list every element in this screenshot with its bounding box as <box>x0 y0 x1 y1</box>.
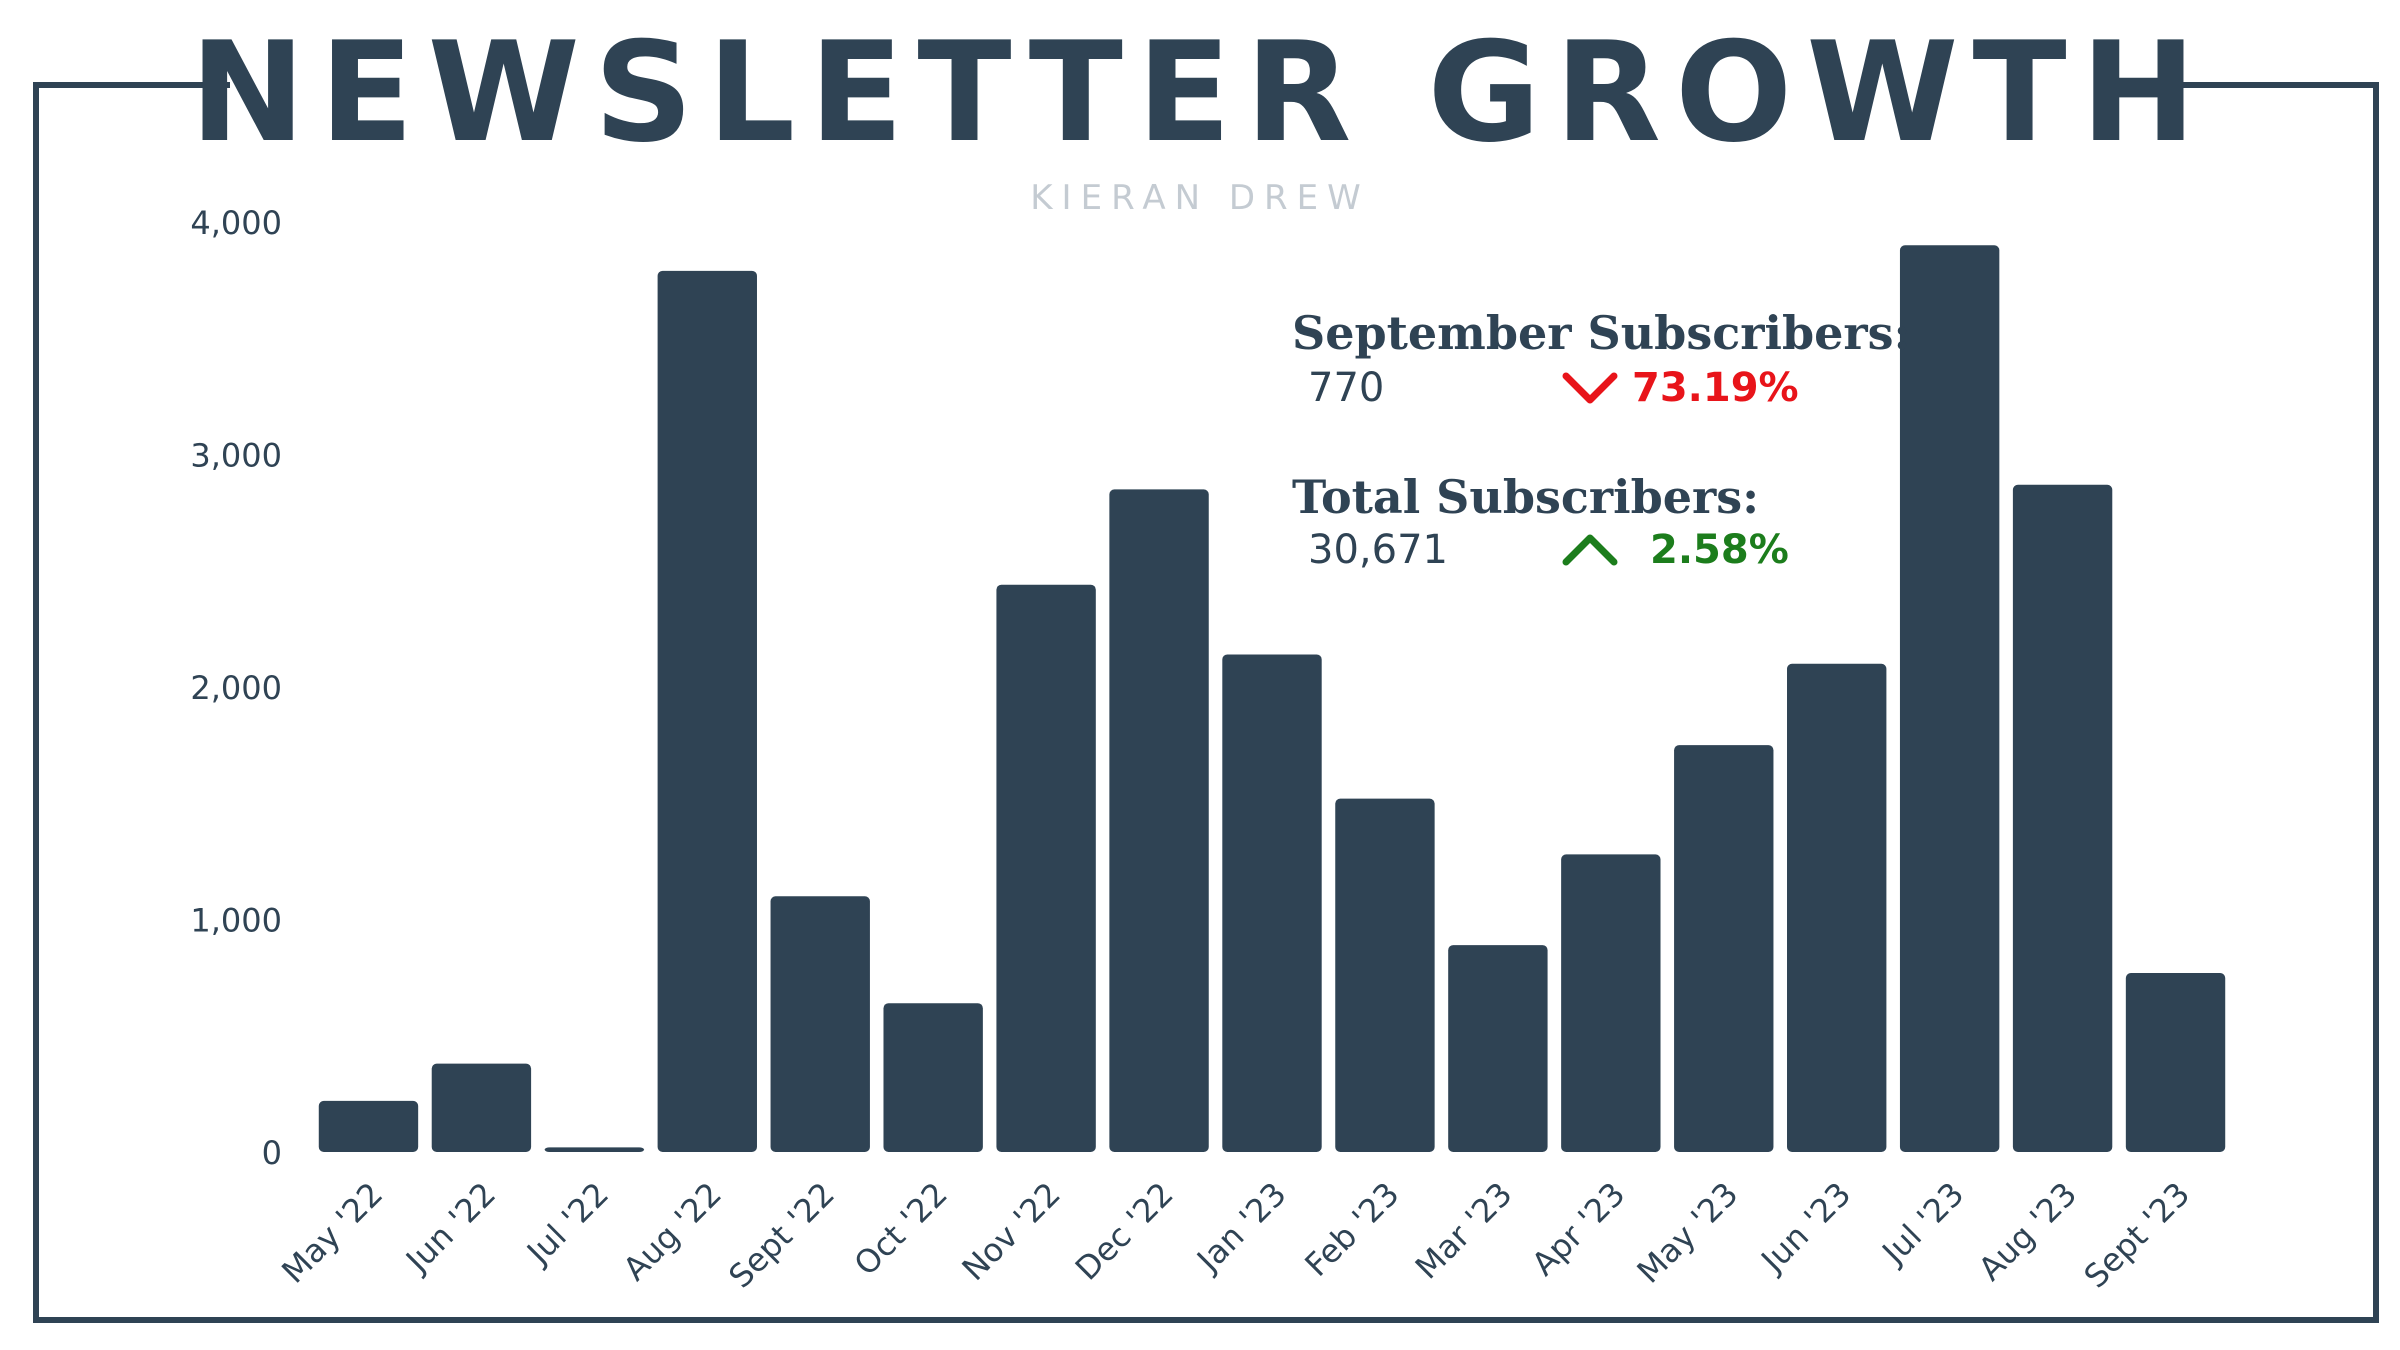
bar <box>1787 663 1887 1152</box>
x-tick-label: May '23 <box>1630 1175 1746 1291</box>
bar <box>544 1147 645 1152</box>
bar <box>1561 854 1661 1152</box>
down-arrow-icon <box>1562 372 1618 404</box>
x-tick-label: Jun '23 <box>1753 1175 1859 1281</box>
x-tick-label: Sept '22 <box>721 1175 842 1296</box>
september-subscribers-change: 73.19% <box>1632 365 1799 411</box>
x-tick-label: Jul '22 <box>518 1175 616 1273</box>
x-tick-label: Jul '23 <box>1874 1175 1972 1273</box>
x-tick-label: Oct '22 <box>847 1175 955 1283</box>
x-tick-label: Nov '22 <box>955 1175 1068 1288</box>
bar <box>431 1063 532 1152</box>
x-tick-label: May '22 <box>274 1175 390 1291</box>
x-tick-label: Jun '22 <box>397 1175 503 1281</box>
y-tick-label: 0 <box>262 1134 282 1172</box>
bar <box>1335 798 1435 1152</box>
y-tick-label: 1,000 <box>190 902 282 940</box>
bar <box>318 1100 419 1152</box>
x-tick-label: Apr '23 <box>1524 1175 1632 1283</box>
total-subscribers-label: Total Subscribers: <box>1292 470 1760 524</box>
x-tick-label: Feb '23 <box>1297 1175 1406 1284</box>
bars <box>318 245 2226 1153</box>
bar <box>1109 489 1209 1152</box>
chart-subtitle: KIERAN DREW <box>1030 178 1370 218</box>
y-tick-label: 3,000 <box>190 437 282 475</box>
up-arrow-icon <box>1562 534 1618 566</box>
y-tick-label: 2,000 <box>190 669 282 707</box>
x-tick-label: Aug '23 <box>1971 1175 2084 1288</box>
bar <box>996 584 1096 1152</box>
y-axis: 0 1,000 2,000 3,000 4,000 <box>190 204 282 1172</box>
bar <box>770 896 870 1152</box>
x-tick-label: Jan '23 <box>1188 1175 1293 1280</box>
frame-border <box>33 82 2379 1323</box>
bar <box>1899 245 2000 1152</box>
y-tick-label: 4,000 <box>190 204 282 242</box>
bar <box>1674 745 1774 1152</box>
september-subscribers-label: September Subscribers: <box>1292 306 1911 360</box>
total-subscribers-value: 30,671 <box>1308 527 1448 573</box>
x-tick-label: Aug '22 <box>616 1175 729 1288</box>
bar <box>2125 972 2226 1152</box>
x-tick-label: Dec '22 <box>1068 1175 1181 1288</box>
total-subscribers-change: 2.58% <box>1650 527 1789 573</box>
bar <box>2012 484 2113 1153</box>
x-tick-label: Sept '23 <box>2077 1175 2198 1296</box>
bar <box>657 270 757 1152</box>
bar <box>883 1003 983 1152</box>
bar <box>1448 945 1548 1152</box>
september-subscribers-value: 770 <box>1308 365 1385 411</box>
chart-title: NEWSLETTER GROWTH <box>189 12 2211 173</box>
bar <box>1222 654 1322 1152</box>
x-tick-label: Mar '23 <box>1408 1175 1520 1287</box>
